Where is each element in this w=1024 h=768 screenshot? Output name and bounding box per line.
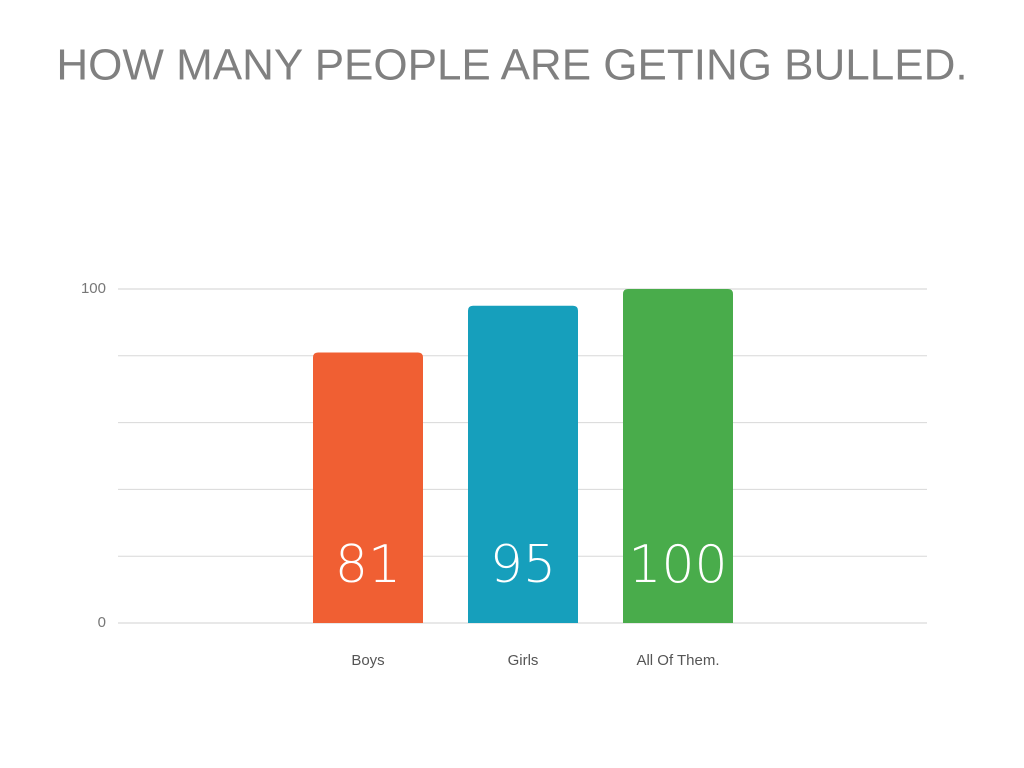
x-tick-label: All Of Them. (636, 652, 719, 669)
value-label: 100 (628, 535, 727, 595)
x-tick-label: Girls (508, 652, 539, 669)
bar (313, 352, 423, 623)
value-label: 95 (490, 535, 556, 595)
bar (623, 289, 733, 623)
chart-title: HOW MANY PEOPLE ARE GETING BULLED. (56, 41, 967, 90)
y-tick-label: 0 (98, 614, 106, 631)
value-label: 81 (335, 535, 401, 595)
x-tick-label: Boys (351, 652, 384, 669)
y-tick-label: 100 (81, 280, 106, 297)
bar (468, 305, 578, 623)
